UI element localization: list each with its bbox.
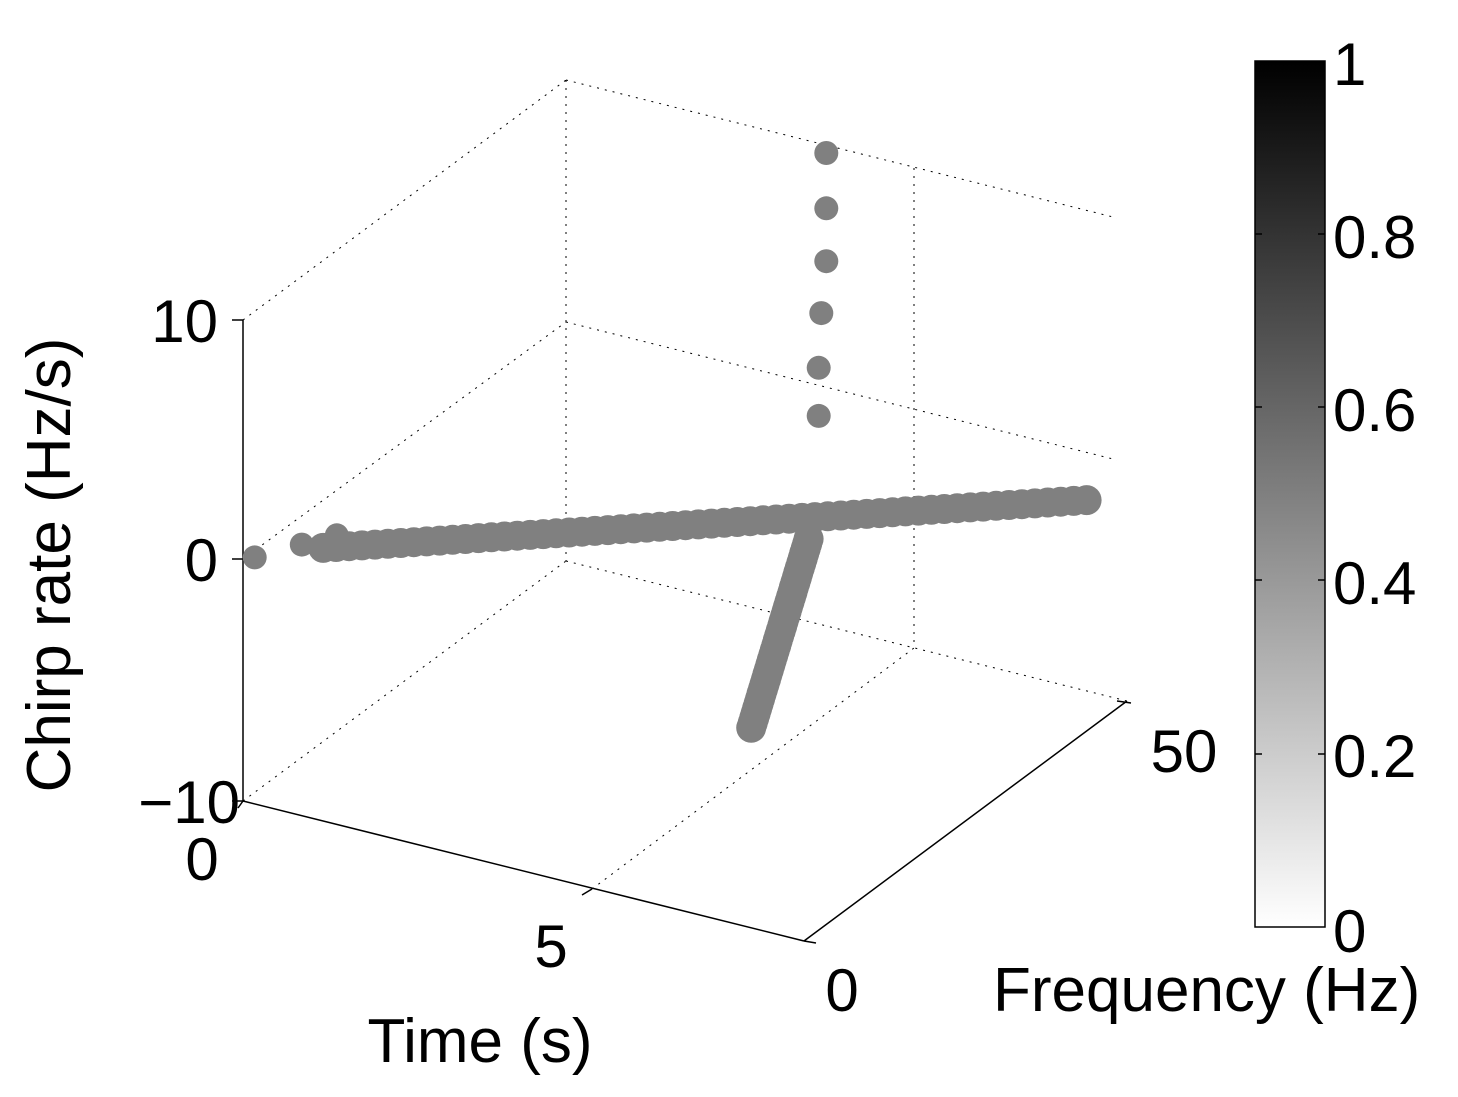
colorbar-tick-1: 1	[1333, 31, 1366, 98]
y-tick-50	[1116, 700, 1132, 704]
axes	[232, 319, 1132, 944]
y-tick-label-0: 0	[825, 957, 858, 1024]
data-point-4	[806, 355, 831, 380]
grid-lines	[242, 79, 1128, 890]
colorbar-tick-0.2: 0.2	[1333, 723, 1416, 790]
x-tick-label-5: 5	[534, 913, 567, 980]
data-point-8	[242, 545, 267, 570]
colorbar-gradient	[1254, 60, 1326, 928]
x-tick-5	[581, 888, 593, 896]
data-point-7	[289, 532, 314, 557]
data-point-0	[814, 141, 839, 165]
data-point-1	[814, 196, 839, 221]
data-point-5	[806, 403, 831, 428]
x-tick-label-0: 0	[185, 826, 218, 893]
y-tick-0	[803, 940, 817, 944]
x-tick-0	[237, 800, 244, 809]
colorbar: 0 0.2 0.4 0.6 0.8 1	[1254, 31, 1416, 965]
y-axis-line	[803, 700, 1128, 942]
data-point-68	[1071, 485, 1102, 516]
colorbar-tick-0.6: 0.6	[1333, 377, 1416, 444]
colorbar-tick-0: 0	[1333, 898, 1366, 965]
colorbar-tick-0.8: 0.8	[1333, 204, 1416, 271]
x-axis-title: Time (s)	[368, 1007, 593, 1076]
colorbar-tick-0.4: 0.4	[1333, 550, 1416, 617]
z-axis-title: Chirp rate (Hz/s)	[15, 338, 84, 793]
data-point-3	[809, 301, 834, 326]
z-tick-label-neg10: −10	[138, 769, 240, 836]
y-axis-title: Frequency (Hz)	[993, 956, 1420, 1025]
data-points	[242, 141, 1102, 743]
z-tick-label-10: 10	[151, 288, 218, 355]
x-axis-line	[242, 800, 805, 942]
z-tick-label-0: 0	[185, 527, 218, 594]
data-point-108	[736, 712, 767, 743]
y-tick-label-50: 50	[1151, 718, 1218, 785]
data-point-2	[814, 249, 839, 274]
